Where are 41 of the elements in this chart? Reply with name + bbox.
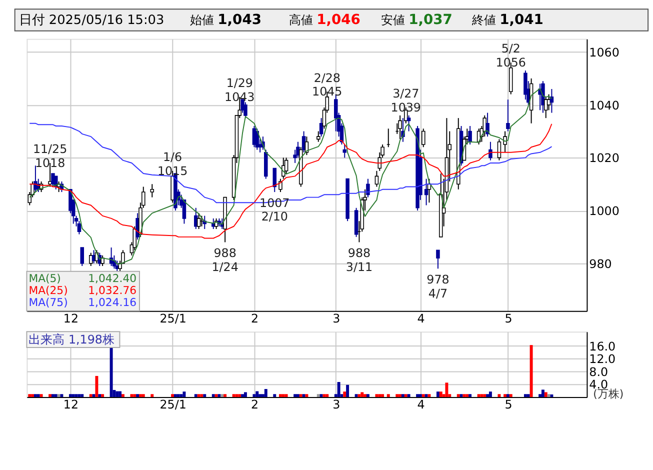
text: 高値 1,046 <box>288 12 360 28</box>
y-tick-label: 8.0 <box>589 364 608 379</box>
text: 安値 1,037 <box>380 12 452 28</box>
annotation: 1,042.40 <box>88 272 137 286</box>
y-tick-label: 1000 <box>589 204 620 218</box>
x-tick-label: 4 <box>417 311 425 326</box>
text: MA(5) <box>28 272 61 286</box>
annotation: 1,032.76 <box>88 284 137 298</box>
y-tick-label: 16.0 <box>589 339 616 354</box>
x-tick-label: 2 <box>250 397 258 412</box>
y-tick-label: 980 <box>589 256 612 271</box>
text: 終値 1,041 <box>470 12 544 28</box>
x-tick-label: 5 <box>504 311 512 326</box>
y-tick-label: 12.0 <box>589 352 616 366</box>
x-tick-label: 12 <box>63 311 79 326</box>
x-tick-label: 25/1 <box>160 311 186 326</box>
text: MA(25) <box>28 284 68 298</box>
x-tick-label: 2 <box>250 311 258 326</box>
annotation: 5/2 1056 <box>496 42 526 70</box>
annotation: 988 3/11 <box>346 246 373 274</box>
chart-title: 出来高 1,198株 <box>28 332 114 347</box>
text: MA(75) <box>28 296 68 309</box>
annotation: 978 4/7 <box>426 272 450 300</box>
x-tick-label: 3 <box>332 311 340 326</box>
annotation: 11/25 1018 <box>32 142 68 170</box>
x-tick-label: 4 <box>417 397 425 412</box>
y-tick-label: 1040 <box>589 98 620 112</box>
x-tick-label: 3 <box>332 397 340 412</box>
text: 始値 1,043 <box>190 12 262 28</box>
annotation: 988 1/24 <box>212 246 238 274</box>
x-tick-label: 25/1 <box>160 397 186 412</box>
x-tick-label: 5 <box>504 397 512 412</box>
annotation: 1/6 1015 <box>157 150 188 178</box>
annotation: 2/28 1045 <box>312 70 342 99</box>
annotation: 1/29 1043 <box>224 76 255 104</box>
chart-title: 日付 2025/05/16 15:03 <box>18 12 164 28</box>
annotation: 3/27 1039 <box>390 86 421 114</box>
y-tick-label: 1060 <box>589 45 620 60</box>
y-tick-label: 1020 <box>589 151 620 166</box>
annotation: 1,024.16 <box>88 296 137 309</box>
x-tick-label: 12 <box>63 397 79 412</box>
